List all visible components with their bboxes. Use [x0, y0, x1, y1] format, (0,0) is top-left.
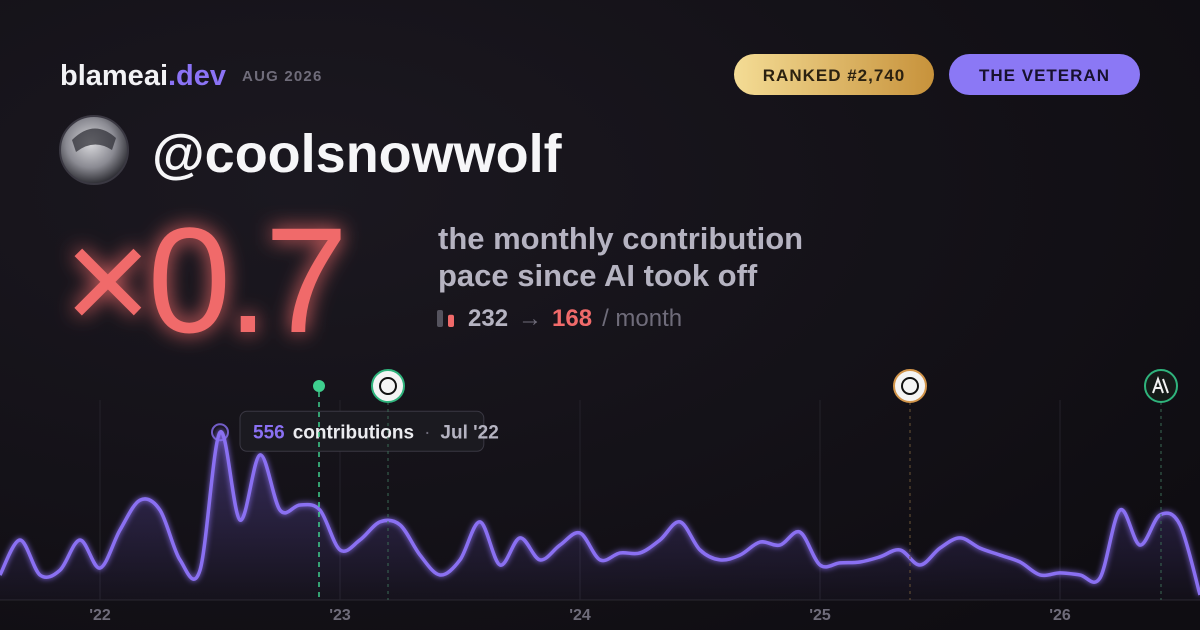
peak-marker — [211, 423, 229, 442]
tooltip-label: contributions — [293, 422, 414, 443]
event-dot — [313, 380, 325, 392]
event-icon-glyph — [901, 377, 919, 395]
period: AUG 2026 — [242, 68, 322, 85]
x-tick-label: '26 — [1049, 607, 1071, 624]
event-icon — [371, 369, 405, 403]
tooltip-date: Jul '22 — [440, 422, 498, 443]
caption-line: the monthly contribution — [438, 221, 803, 256]
brand: blameai — [60, 60, 168, 92]
title-badge-text: THE VETERAN — [979, 66, 1110, 85]
area — [0, 431, 1200, 600]
title-badge — [949, 54, 1140, 95]
x-tick-label: '24 — [569, 607, 591, 624]
event-icon — [893, 369, 927, 403]
caption-line: pace since AI took off — [438, 258, 758, 293]
x-tick-label: '22 — [89, 607, 111, 624]
unit: / month — [602, 305, 682, 332]
tooltip: 556 contributions · Jul '22 — [239, 410, 499, 452]
event-markers — [313, 369, 1178, 600]
tooltip-box — [239, 410, 485, 452]
avatar-hair — [72, 128, 116, 152]
x-tick-label: '23 — [329, 607, 351, 624]
arrow: → — [518, 305, 542, 332]
tooltip-value: 556 — [253, 422, 285, 443]
event-icon-glyph — [379, 377, 397, 395]
multiplier: ×0.7 — [64, 196, 344, 364]
after-value: 168 — [552, 305, 592, 332]
line — [0, 430, 1200, 596]
tooltip-text: 556 contributions · Jul '22 — [253, 422, 499, 443]
pace-bar — [437, 310, 443, 327]
handle: @coolsnowwolf — [152, 124, 563, 184]
event-icon-glyph — [1152, 376, 1169, 394]
rank-badge-text: RANKED #2,740 — [763, 66, 905, 85]
avatar — [59, 115, 129, 185]
tooltip-separator: · — [424, 422, 430, 443]
pace-icon — [437, 310, 454, 327]
brand-suffix: .dev — [168, 60, 226, 92]
pace-row: 232 → 168 / month — [468, 305, 682, 332]
before-value: 232 — [468, 305, 508, 332]
rank-badge — [734, 54, 934, 95]
x-tick-label: '25 — [809, 607, 831, 624]
pace-bar — [448, 314, 454, 327]
chart: '22 '23 '24 '25 '26 556 contributions · Jul '22 — [0, 400, 1200, 624]
